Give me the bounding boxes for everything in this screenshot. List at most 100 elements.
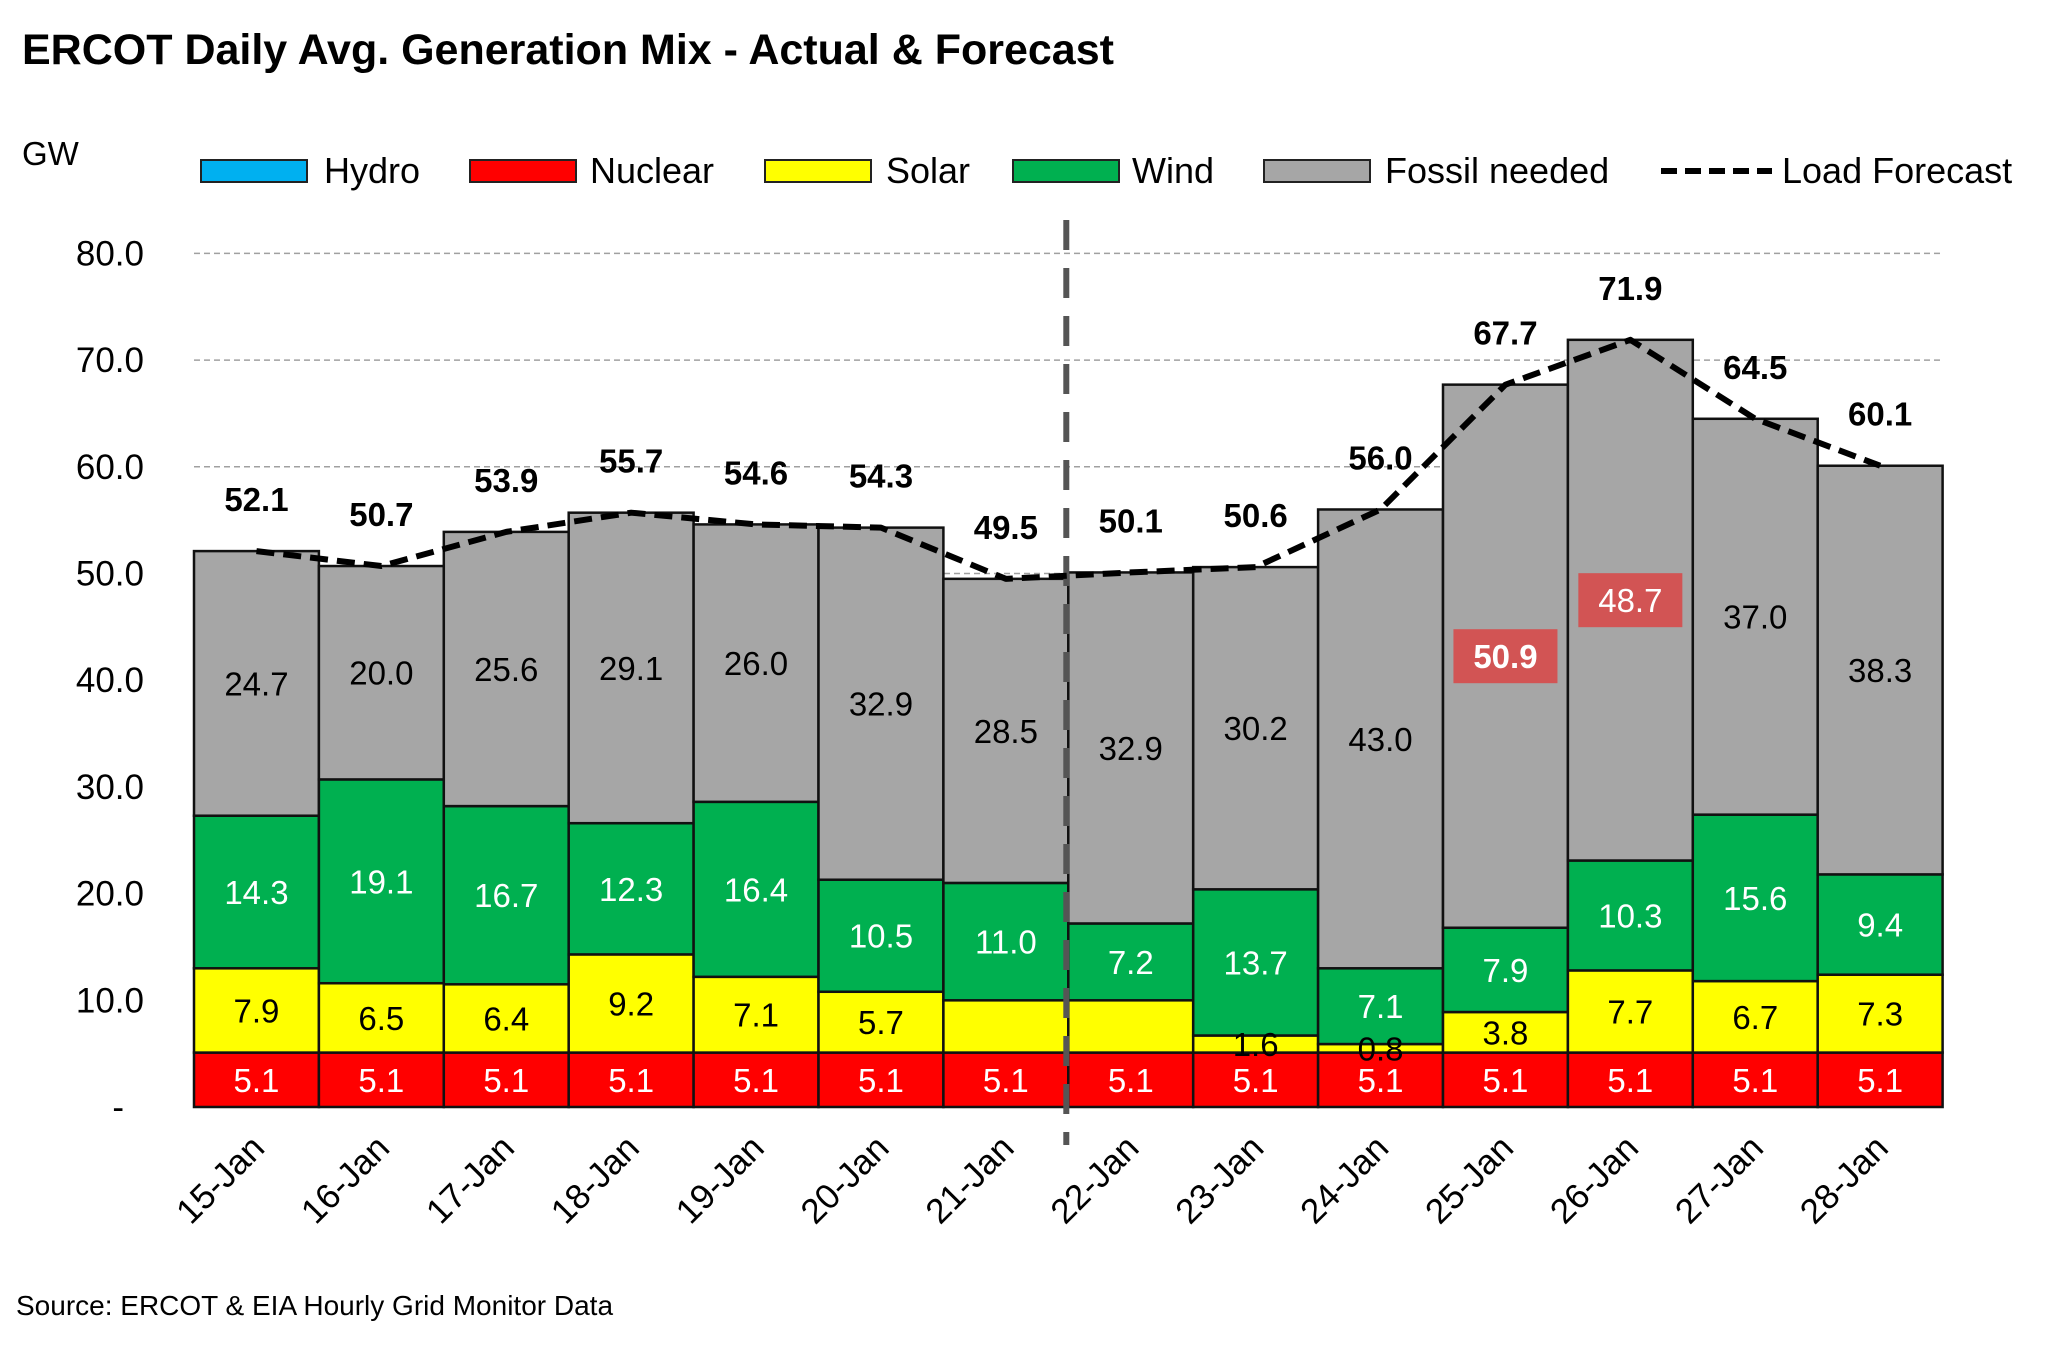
data-label-solar: 7.7 [1607, 994, 1653, 1031]
y-tick-label: 50.0 [76, 555, 144, 594]
total-label: 54.6 [724, 454, 788, 491]
data-label-fossil-needed: 25.6 [474, 651, 538, 688]
data-label-wind: 10.5 [849, 918, 913, 955]
data-label-solar: 6.7 [1732, 999, 1778, 1036]
load-forecast-line-path [256, 336, 1882, 582]
bar-solar [1067, 999, 1195, 1054]
highlight-label-box [1578, 573, 1683, 628]
x-tick-label: 19-Jan [668, 1128, 771, 1231]
legend-label-load-forecast: Load Forecast [1782, 150, 2012, 191]
y-axis-ticks: - 10.0 20.0 30.0 40.0 50.0 60.0 70.0 80.0 [76, 234, 144, 1127]
bar-nuclear [442, 1051, 570, 1109]
data-label-fossil-needed: 38.3 [1848, 652, 1912, 689]
data-label-solar: 7.1 [733, 997, 779, 1034]
x-tick-label: 17-Jan [419, 1128, 522, 1231]
bar-wind [1316, 967, 1445, 1046]
data-label-wind: 14.3 [224, 874, 288, 911]
data-label-solar: 5.7 [858, 1004, 904, 1041]
x-tick-label: 16-Jan [294, 1128, 397, 1231]
total-label: 50.7 [349, 496, 413, 533]
data-label-solar: 6.5 [358, 1000, 404, 1037]
bar-fossil-needed [1191, 565, 1320, 891]
bar-fossil-needed [817, 526, 945, 881]
legend-label-wind: Wind [1132, 150, 1214, 191]
total-label: 50.1 [1099, 502, 1163, 539]
bar-nuclear [1067, 1051, 1195, 1109]
total-label: 71.9 [1598, 270, 1662, 307]
data-label-wind: 7.1 [1358, 988, 1404, 1025]
data-label-fossil-needed: 30.2 [1224, 710, 1288, 747]
legend-label-nuclear: Nuclear [590, 150, 714, 191]
data-label-nuclear: 5.1 [1732, 1062, 1778, 1099]
data-label-nuclear: 5.1 [858, 1062, 904, 1099]
total-label: 67.7 [1473, 315, 1537, 352]
x-tick-label: 24-Jan [1293, 1128, 1396, 1231]
bars [192, 338, 1944, 1109]
y-axis-label: GW [22, 135, 80, 172]
total-label: 54.3 [849, 458, 913, 495]
data-label-wind: 7.9 [1483, 952, 1529, 989]
bar-solar [317, 981, 446, 1054]
data-label-wind: 9.4 [1857, 907, 1903, 944]
total-label: 64.5 [1723, 349, 1787, 386]
bar-solar [1691, 979, 1819, 1054]
bar-fossil-needed [692, 523, 820, 804]
y-tick-label: 80.0 [76, 234, 144, 273]
data-label-nuclear: 5.1 [1483, 1062, 1529, 1099]
bar-nuclear [317, 1051, 446, 1109]
x-tick-label: 26-Jan [1543, 1128, 1646, 1231]
bar-wind [1691, 813, 1819, 983]
data-label-fossil-needed: 32.9 [849, 686, 913, 723]
data-label-wind: 16.7 [474, 877, 538, 914]
y-tick-label: 60.0 [76, 448, 144, 487]
bar-solar [567, 953, 695, 1054]
data-label-wind: 13.7 [1224, 944, 1288, 981]
bar-wind [1191, 888, 1320, 1037]
data-label-wind: 16.4 [724, 871, 788, 908]
data-label-wind: 15.6 [1723, 880, 1787, 917]
x-tick-label: 27-Jan [1668, 1128, 1771, 1231]
bar-solar [442, 983, 570, 1054]
data-label-nuclear: 5.1 [483, 1062, 529, 1099]
bar-solar [1566, 969, 1695, 1054]
data-label-fossil-needed: 50.9 [1473, 638, 1537, 675]
total-label: 50.6 [1224, 497, 1288, 534]
legend-label-fossil-needed: Fossil needed [1385, 150, 1609, 191]
legend: Hydro Nuclear Solar Wind Fossil needed Load F… [200, 150, 2012, 191]
data-label-solar: 1.6 [1233, 1026, 1279, 1063]
x-tick-label: 20-Jan [793, 1128, 896, 1231]
data-label-fossil-needed: 28.5 [974, 713, 1038, 750]
data-label-fossil-needed: 48.7 [1598, 582, 1662, 619]
total-labels: 52.1 50.7 53.9 55.7 54.6 54.3 49.5 50.1 50.6 56.0… [224, 270, 1912, 546]
bar-fossil-needed [442, 530, 570, 808]
data-label-nuclear: 5.1 [1607, 1062, 1653, 1099]
y-tick-label: 30.0 [76, 768, 144, 807]
data-labels: 5.1 7.9 14.3 24.7 5.1 6.5 19.1 20.0 5.1 6.4 16.7 25… [224, 573, 1912, 1099]
y-tick-label: 20.0 [76, 875, 144, 914]
x-tick-label: 22-Jan [1043, 1128, 1146, 1231]
data-label-solar: 3.8 [1483, 1014, 1529, 1051]
y-tick-label: 70.0 [76, 341, 144, 380]
data-label-wind: 10.3 [1598, 897, 1662, 934]
legend-swatch-solar [764, 159, 872, 183]
data-label-nuclear: 5.1 [1108, 1062, 1154, 1099]
data-label-fossil-needed: 26.0 [724, 645, 788, 682]
total-label: 56.0 [1348, 439, 1412, 476]
data-label-nuclear: 5.1 [1233, 1062, 1279, 1099]
legend-swatch-nuclear [469, 159, 577, 183]
legend-swatch-hydro [200, 159, 308, 183]
bar-fossil-needed [317, 564, 446, 781]
data-label-nuclear: 5.1 [733, 1062, 779, 1099]
data-label-solar: 7.3 [1857, 996, 1903, 1033]
total-label: 49.5 [974, 509, 1038, 546]
data-label-fossil-needed: 20.0 [349, 655, 413, 692]
bar-wind [942, 881, 1070, 1002]
bar-nuclear [1316, 1051, 1445, 1109]
bar-wind [442, 804, 570, 986]
data-label-fossil-needed: 37.0 [1723, 599, 1787, 636]
bar-solar [692, 975, 820, 1054]
data-label-solar: 0.8 [1358, 1030, 1404, 1067]
y-tick-label: 10.0 [76, 981, 144, 1020]
data-label-nuclear: 5.1 [1857, 1062, 1903, 1099]
